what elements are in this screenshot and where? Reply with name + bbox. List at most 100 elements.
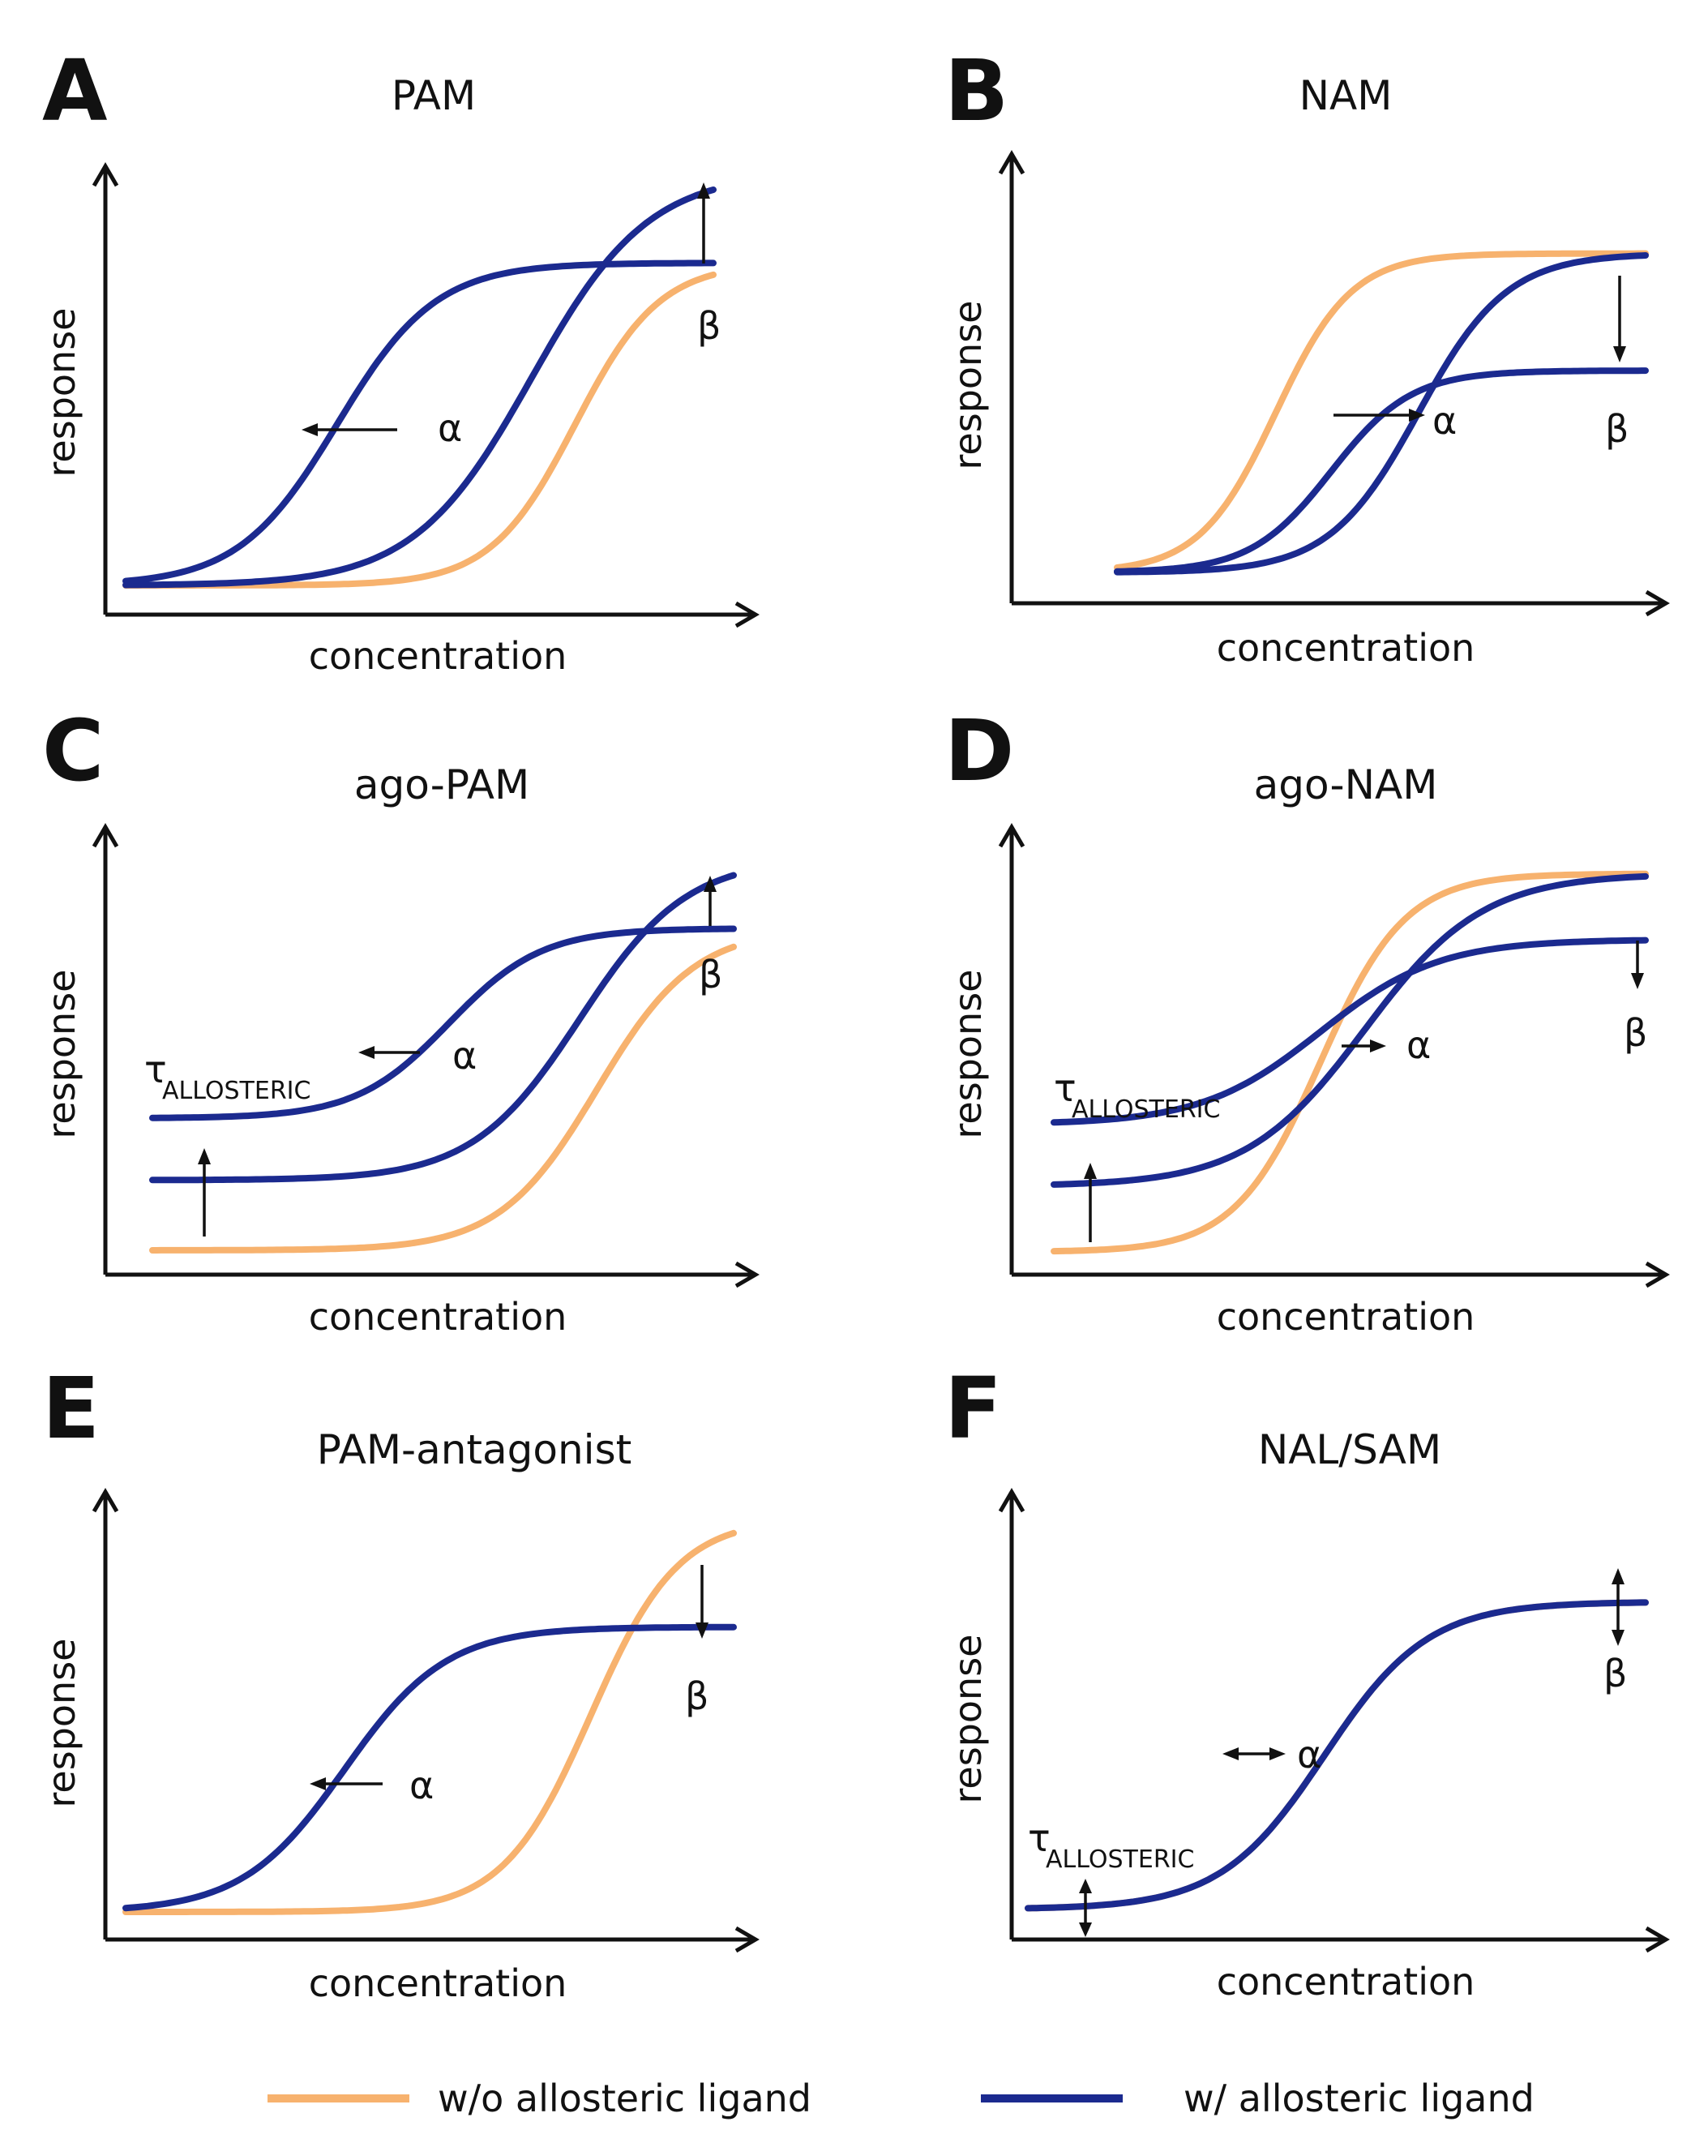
alpha-arrowhead-d <box>1370 1039 1386 1052</box>
y-axis-arrowhead-c <box>92 823 119 848</box>
beta-arrowhead-d <box>1631 973 1644 989</box>
curves-e <box>122 1529 737 1915</box>
x-axis-label-c: concentration <box>309 1295 567 1339</box>
x-axis-arrowhead-b <box>1645 589 1670 617</box>
y-axis-arrowhead-f <box>998 1488 1025 1513</box>
y-axis-label-f: response <box>946 1635 990 1804</box>
panel-title-e: PAM-antagonist <box>317 1426 631 1473</box>
panel-a: A PAM concentration response α β <box>40 41 760 678</box>
beta-arrowhead-e <box>696 1622 708 1639</box>
tau-symbol-d: τ <box>1054 1066 1077 1110</box>
y-axis-label-e: response <box>40 1639 83 1808</box>
beta-arrowhead-b <box>1613 346 1626 362</box>
alpha-arrowhead-left-f <box>1222 1747 1239 1760</box>
panel-title-a: PAM <box>392 72 476 119</box>
alpha-arrowhead-a <box>302 423 318 436</box>
y-axis-arrowhead-b <box>998 150 1025 175</box>
tau-symbol-f: τ <box>1028 1816 1051 1860</box>
beta-arrowhead-up-f <box>1612 1568 1625 1584</box>
beta-symbol-d: β <box>1624 1011 1647 1055</box>
panel-letter-c: C <box>42 701 104 800</box>
curves-f <box>1025 1599 1649 1912</box>
beta-arrowhead-c <box>704 876 717 892</box>
panel-f: F NAL/SAM concentration response α β τ A… <box>944 1359 1670 2004</box>
tau-arrowhead-c <box>198 1148 211 1164</box>
alpha-arrowhead-right-f <box>1269 1747 1286 1760</box>
tau-subscript-d: ALLOSTERIC <box>1072 1095 1220 1124</box>
x-axis-arrowhead-d <box>1645 1261 1670 1288</box>
curve-with-a-1 <box>122 186 717 589</box>
beta-symbol-e: β <box>685 1674 708 1718</box>
y-axis-label-c: response <box>40 970 83 1139</box>
x-axis-arrowhead-a <box>734 601 760 628</box>
alpha-symbol-b: α <box>1432 399 1457 443</box>
curve-with-d-2 <box>1051 937 1649 1126</box>
tau-arrowhead-down-f <box>1079 1922 1092 1937</box>
alpha-symbol-a: α <box>438 406 462 450</box>
x-axis-arrowhead-e <box>734 1926 760 1953</box>
beta-arrowhead-a <box>697 182 710 199</box>
panel-c: C ago-PAM concentration response α β τ A… <box>40 701 760 1339</box>
panel-letter-e: E <box>42 1359 100 1458</box>
x-axis-label-f: concentration <box>1217 1960 1475 2004</box>
x-axis-arrowhead-f <box>1645 1926 1670 1953</box>
panel-letter-a: A <box>42 41 108 140</box>
panel-d: D ago-NAM concentration response α β τ A… <box>944 701 1670 1339</box>
curve-with-b-1 <box>1114 252 1649 576</box>
x-axis-arrowhead-c <box>734 1261 760 1288</box>
curve-with-f-1 <box>1025 1599 1649 1912</box>
legend: w/o allosteric ligand w/ allosteric liga… <box>268 2077 1535 2120</box>
y-axis-arrowhead-a <box>92 162 119 187</box>
curve-with-c-1 <box>149 872 737 1184</box>
legend-label-with: w/ allosteric ligand <box>1184 2077 1535 2120</box>
panel-title-d: ago-NAM <box>1254 761 1438 808</box>
alpha-symbol-e: α <box>409 1764 434 1807</box>
beta-symbol-f: β <box>1603 1652 1627 1695</box>
tau-symbol-c: τ <box>144 1048 167 1091</box>
alpha-symbol-d: α <box>1406 1023 1431 1067</box>
x-axis-label-a: concentration <box>309 634 567 678</box>
y-axis-label-a: response <box>40 308 83 478</box>
alpha-arrowhead-b <box>1409 409 1425 422</box>
panel-title-c: ago-PAM <box>354 761 529 808</box>
y-axis-arrowhead-d <box>998 823 1025 848</box>
panel-title-f: NAL/SAM <box>1258 1426 1441 1473</box>
legend-label-without: w/o allosteric ligand <box>438 2077 811 2120</box>
curve-without-c-0 <box>149 943 737 1254</box>
curve-with-c-2 <box>149 925 737 1121</box>
beta-symbol-a: β <box>697 304 721 348</box>
curve-with-a-2 <box>122 259 717 585</box>
beta-symbol-b: β <box>1605 407 1629 451</box>
tau-subscript-f: ALLOSTERIC <box>1046 1845 1194 1874</box>
y-axis-label-d: response <box>946 970 990 1139</box>
x-axis-label-b: concentration <box>1217 626 1475 670</box>
panel-e: E PAM-antagonist concentration response … <box>40 1359 760 2005</box>
alpha-arrowhead-e <box>310 1777 326 1790</box>
curve-without-d-0 <box>1051 870 1649 1255</box>
y-axis-arrowhead-e <box>92 1488 119 1513</box>
alpha-arrowhead-c <box>358 1046 375 1059</box>
x-axis-label-d: concentration <box>1217 1295 1475 1339</box>
beta-symbol-c: β <box>699 953 722 997</box>
alpha-symbol-f: α <box>1297 1733 1321 1777</box>
panel-letter-f: F <box>944 1359 1002 1458</box>
tau-subscript-c: ALLOSTERIC <box>162 1077 310 1105</box>
curves-a <box>122 186 717 589</box>
panel-title-b: NAM <box>1299 72 1393 119</box>
curves-c <box>149 872 737 1254</box>
curve-without-e-0 <box>122 1529 737 1915</box>
alpha-symbol-c: α <box>452 1034 477 1078</box>
y-axis-label-b: response <box>946 301 990 470</box>
curve-with-e-1 <box>122 1623 737 1912</box>
curve-with-d-1 <box>1051 872 1649 1188</box>
curves-d <box>1051 870 1649 1255</box>
panel-letter-d: D <box>944 701 1014 800</box>
panel-b: B NAM concentration response α β <box>944 41 1670 670</box>
curve-without-b-0 <box>1114 250 1649 571</box>
x-axis-label-e: concentration <box>309 1961 567 2005</box>
tau-arrowhead-up-f <box>1079 1879 1092 1893</box>
curve-without-a-0 <box>122 271 717 589</box>
panel-letter-b: B <box>944 41 1008 140</box>
tau-arrowhead-d <box>1084 1163 1097 1179</box>
